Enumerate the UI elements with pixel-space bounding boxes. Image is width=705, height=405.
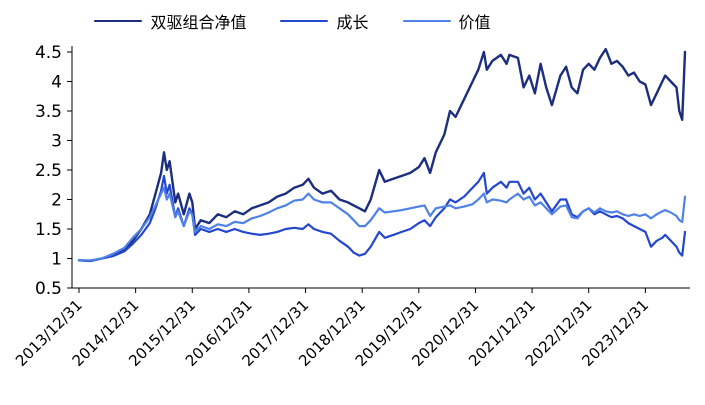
- svg-text:0.5: 0.5: [35, 279, 62, 299]
- legend-item-growth: 成长: [280, 9, 369, 33]
- svg-text:1: 1: [51, 250, 62, 270]
- legend-item-value: 价值: [402, 9, 491, 33]
- legend-item-portfolio: 双驱组合净值: [94, 9, 246, 33]
- portfolio-line-swatch: [94, 19, 143, 23]
- svg-text:4: 4: [51, 73, 62, 93]
- line-chart-svg: 0.511.522.533.544.52013/12/312014/12/312…: [12, 43, 690, 370]
- growth-line-swatch: [280, 19, 329, 23]
- svg-text:3.5: 3.5: [35, 102, 62, 122]
- svg-text:1.5: 1.5: [35, 220, 62, 240]
- svg-text:3: 3: [51, 132, 62, 152]
- svg-text:2.5: 2.5: [35, 161, 62, 181]
- legend-label-value: 价值: [458, 13, 491, 32]
- value-line-swatch: [402, 19, 451, 23]
- svg-text:2: 2: [51, 191, 62, 211]
- legend-label-portfolio: 双驱组合净值: [150, 13, 247, 32]
- legend-label-growth: 成长: [336, 13, 369, 32]
- svg-text:4.5: 4.5: [35, 43, 62, 63]
- chart-legend: 双驱组合净值 成长 价值: [0, 0, 705, 36]
